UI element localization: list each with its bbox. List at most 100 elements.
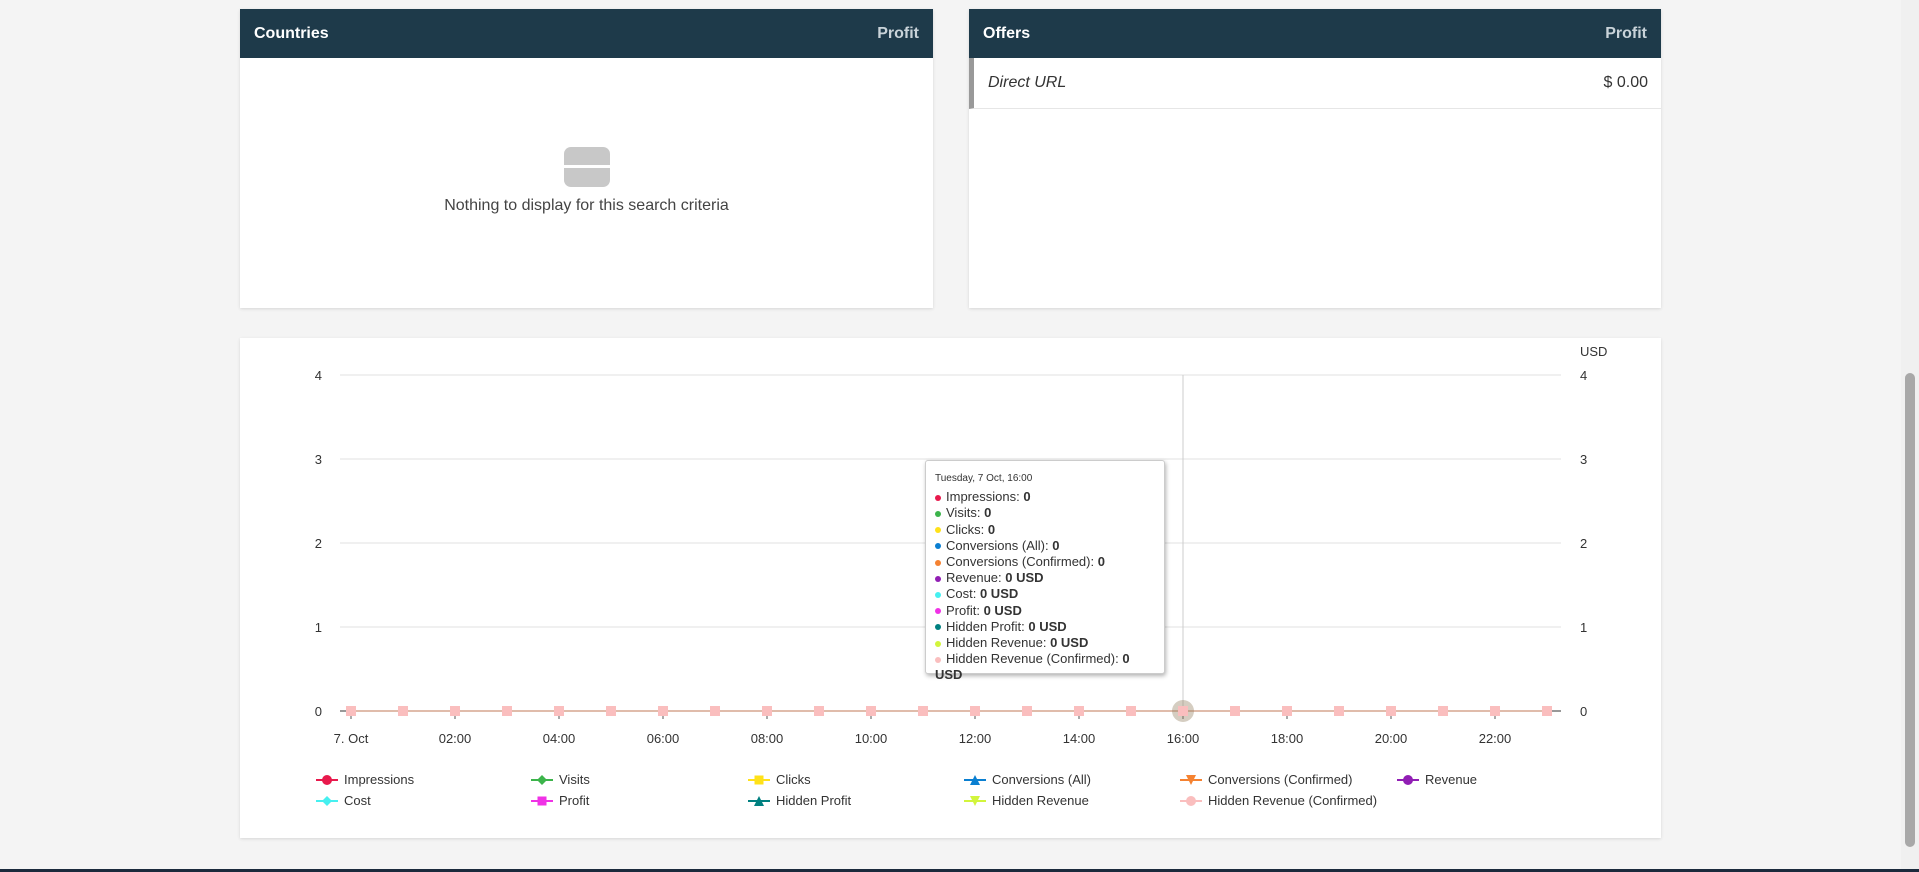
legend-label: Conversions (All)	[992, 772, 1091, 787]
legend-label: Conversions (Confirmed)	[1208, 772, 1353, 787]
x-tick-label: 18:00	[1271, 731, 1304, 746]
tooltip-value: 0 USD	[1005, 570, 1044, 586]
x-tick-label: 06:00	[647, 731, 680, 746]
legend-item[interactable]: Cost	[316, 793, 371, 808]
countries-profit-column[interactable]: Profit	[877, 24, 919, 42]
data-point	[814, 706, 824, 716]
legend-label: Visits	[559, 772, 590, 787]
legend-label: Cost	[344, 793, 371, 808]
tooltip-item: Hidden Profit: 0 USD	[935, 619, 1155, 635]
data-point	[1490, 706, 1500, 716]
data-point	[918, 706, 928, 716]
tooltip-item: Visits: 0	[935, 505, 1155, 521]
legend-item[interactable]: Hidden Revenue (Confirmed)	[1180, 793, 1377, 808]
y2-tick-label: 3	[1580, 452, 1587, 467]
series-dot-icon	[935, 494, 941, 501]
series-dot-icon	[935, 608, 941, 615]
tooltip-label: Conversions (Confirmed):	[946, 554, 1098, 570]
y-tick-label: 1	[315, 620, 322, 635]
series-dot-icon	[935, 559, 941, 566]
y2-tick-label: 4	[1580, 368, 1587, 383]
legend-marker-icon	[531, 796, 553, 805]
data-point	[1542, 706, 1552, 716]
tooltip-label: Clicks:	[946, 521, 988, 537]
offer-name: Direct URL	[988, 74, 1067, 91]
offer-row[interactable]: Direct URL $ 0.00	[969, 58, 1661, 109]
tooltip-value: 0 USD	[983, 602, 1022, 618]
offers-title: Offers	[983, 24, 1031, 42]
offers-profit-column[interactable]: Profit	[1605, 24, 1647, 42]
tooltip-value: 0 USD	[1050, 635, 1089, 651]
legend-label: Hidden Profit	[776, 793, 852, 808]
data-point	[1282, 706, 1292, 716]
chart-tooltip: Tuesday, 7 Oct, 16:00 Impressions: 0 Visi…	[925, 460, 1165, 682]
bottom-bar	[0, 869, 1919, 872]
data-point	[710, 706, 720, 716]
tooltip-item: Profit: 0 USD	[935, 603, 1155, 619]
x-tick-label: 16:00	[1167, 731, 1200, 746]
data-point	[502, 706, 512, 716]
tooltip-value: 0 USD	[979, 586, 1019, 602]
legend-item[interactable]: Revenue	[1397, 772, 1477, 787]
data-point	[1178, 706, 1188, 716]
y-tick-label: 2	[315, 536, 322, 551]
empty-message: Nothing to display for this search crite…	[444, 197, 729, 214]
legend-marker-icon	[748, 795, 770, 806]
x-tick-label: 12:00	[959, 731, 992, 746]
tooltip-label: Conversions (All):	[946, 537, 1053, 553]
legend-label: Hidden Revenue (Confirmed)	[1208, 793, 1378, 808]
data-point	[762, 706, 772, 716]
tooltip-label: Revenue:	[946, 570, 1006, 586]
tooltip-item: Cost: 0 USD	[935, 586, 1155, 602]
data-point	[346, 706, 356, 716]
legend-item[interactable]: Visits	[531, 772, 590, 787]
series-dot-icon	[935, 527, 941, 534]
x-tick-label: 14:00	[1063, 731, 1096, 746]
tooltip-item: Hidden Revenue (Confirmed): 0 USD	[935, 651, 1155, 683]
data-point	[866, 706, 876, 716]
tooltip-value: 0	[984, 505, 992, 521]
tooltip-item: Conversions (Confirmed): 0	[935, 554, 1155, 570]
legend-marker-icon	[1397, 774, 1419, 785]
legend-marker-icon	[748, 775, 770, 784]
tooltip-label: Hidden Profit:	[946, 618, 1029, 634]
data-point	[606, 706, 616, 716]
data-point	[450, 706, 460, 716]
data-point	[970, 706, 980, 716]
legend-marker-icon	[316, 774, 338, 785]
legend-item[interactable]: Profit	[531, 793, 589, 808]
legend-label: Profit	[559, 793, 590, 808]
tooltip-item: Conversions (All): 0	[935, 538, 1155, 554]
tooltip-label: Profit:	[946, 602, 984, 618]
legend-marker-icon	[531, 774, 553, 785]
legend-item[interactable]: Hidden Revenue	[964, 793, 1089, 808]
legend-item[interactable]: Conversions (Confirmed)	[1180, 772, 1353, 787]
tooltip-label: Impressions:	[946, 489, 1024, 505]
tooltip-value: 0	[1023, 489, 1031, 505]
data-point	[1438, 706, 1448, 716]
tooltip-item: Revenue: 0 USD	[935, 570, 1155, 586]
server-icon	[563, 147, 610, 187]
data-point	[1334, 706, 1344, 716]
legend-item[interactable]: Clicks	[748, 772, 811, 787]
countries-title: Countries	[254, 24, 329, 42]
x-tick-label: 04:00	[543, 731, 576, 746]
legend-marker-icon	[1180, 774, 1202, 785]
y2-axis-label: USD	[1580, 344, 1607, 359]
tooltip-label: Visits:	[946, 505, 985, 521]
y2-tick-label: 2	[1580, 536, 1587, 551]
legend-item[interactable]: Conversions (All)	[964, 772, 1091, 787]
tooltip-value: 0 USD	[1028, 618, 1067, 634]
scrollbar-thumb[interactable]	[1905, 373, 1915, 847]
legend-item[interactable]: Hidden Profit	[748, 793, 851, 808]
countries-header: Countries Profit	[240, 9, 933, 58]
x-tick-label: 20:00	[1375, 731, 1408, 746]
scrollbar[interactable]	[1901, 0, 1919, 869]
legend-label: Revenue	[1425, 772, 1478, 787]
legend-marker-icon	[1180, 795, 1202, 806]
data-point	[1126, 706, 1136, 716]
legend-label: Impressions	[344, 772, 415, 787]
countries-panel: Countries Profit Nothing to display for t…	[240, 9, 933, 308]
legend-item[interactable]: Impressions	[316, 772, 414, 787]
